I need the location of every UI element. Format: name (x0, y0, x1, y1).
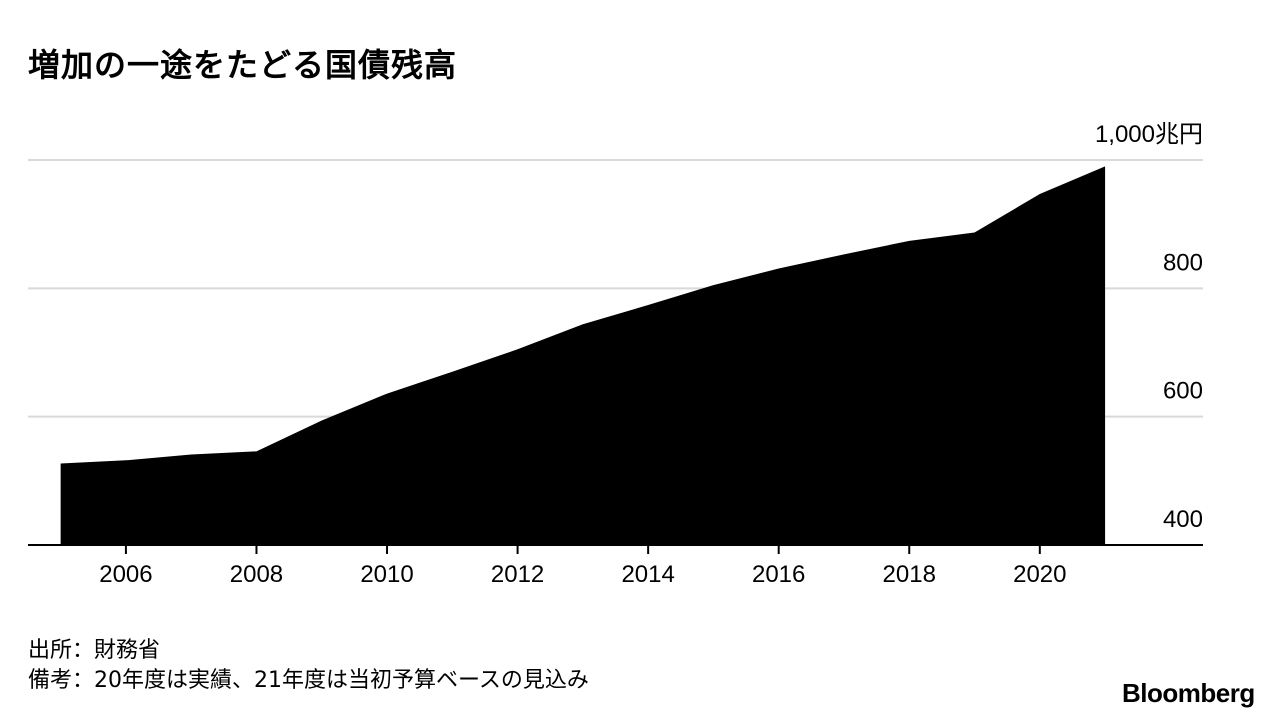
y-tick-label: 400 (1163, 506, 1203, 533)
y-tick-label: 600 (1163, 378, 1203, 405)
x-tick-label: 2016 (752, 561, 805, 588)
chart-title: 増加の一途をたどる国債残高 (28, 46, 458, 84)
x-tick-label: 2008 (230, 561, 283, 588)
x-tick-label: 2006 (99, 561, 152, 588)
x-tick-label: 2010 (360, 561, 413, 588)
remarks-note: 備考：20年度は実績、21年度は当初予算ベースの見込み (28, 668, 589, 693)
area-series (60, 166, 1106, 545)
x-tick-label: 2020 (1013, 561, 1066, 588)
footer: 出所：財務省 備考：20年度は実績、21年度は当初予算ベースの見込み (28, 636, 589, 696)
bloomberg-logo: Bloomberg (1122, 678, 1255, 708)
x-tick-label: 2018 (883, 561, 936, 588)
area-layer (60, 166, 1106, 545)
y-tick-label: 800 (1163, 249, 1203, 276)
x-axis-ticks: 2006 2008 2010 2012 2014 2016 2018 2020 (99, 545, 1067, 588)
x-tick-label: 2012 (491, 561, 544, 588)
y-tick-label: 1,000兆円 (1095, 121, 1203, 148)
y-axis-ticks: 1,000兆円 800 600 400 (1095, 121, 1203, 533)
x-tick-label: 2014 (621, 561, 674, 588)
source-note: 出所：財務省 (28, 638, 161, 663)
